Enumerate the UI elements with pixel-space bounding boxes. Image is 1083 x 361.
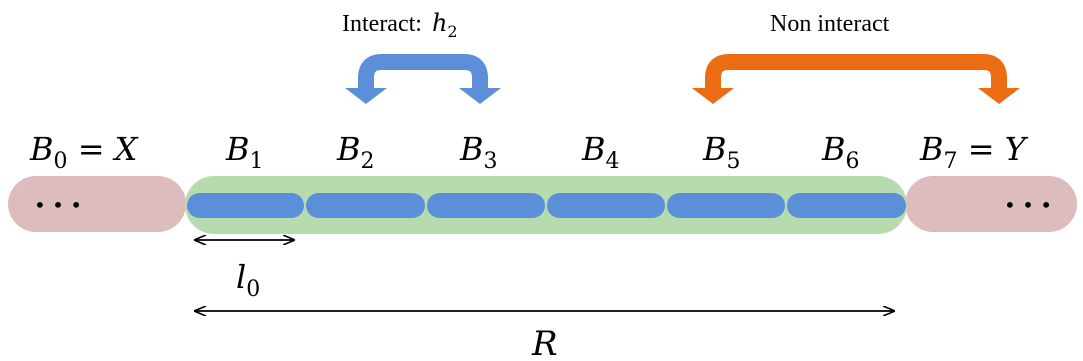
segment-group [187,193,906,218]
segment-b2 [306,193,425,218]
outer-region-left [8,176,186,232]
segment-b4 [547,193,665,218]
non-interact-arrowhead-left [692,88,734,104]
non-interact-label: Non interact [770,11,890,37]
interact-arrow [345,54,501,104]
non-interact-arrow [692,54,1020,104]
non-interact-arrowhead-right [978,88,1020,104]
interact-arrowhead-left [345,88,387,104]
block-label-b2: B2 [336,130,375,174]
segment-b1 [187,193,304,218]
block-label-b1: B1 [225,130,264,174]
block-label-b4: B4 [581,130,620,174]
interact-arrow-path [358,54,488,92]
block-label-b7: B7 = Y [919,130,1029,174]
interact-arrowhead-right [459,88,501,104]
block-label-b0: B0 = X [29,130,139,174]
block-labels: B0 = X B1 B2 B3 B4 B5 B6 B7 = Y [29,130,1029,174]
block-label-b6: B6 [821,130,860,174]
ellipsis-left: • • • [34,193,82,217]
r-label: R [531,324,558,361]
interact-label: Interact: h2 [342,9,458,41]
middle-region [185,176,907,234]
non-interact-arrow-path [705,54,1007,92]
segment-b5 [667,193,785,218]
outer-region-right [905,176,1077,232]
segment-b3 [427,193,545,218]
block-label-b3: B3 [459,130,498,174]
l0-label: l0 [236,258,260,302]
block-label-b5: B5 [702,130,741,174]
ellipsis-right: • • • [1004,193,1052,217]
segment-b6 [787,193,906,218]
